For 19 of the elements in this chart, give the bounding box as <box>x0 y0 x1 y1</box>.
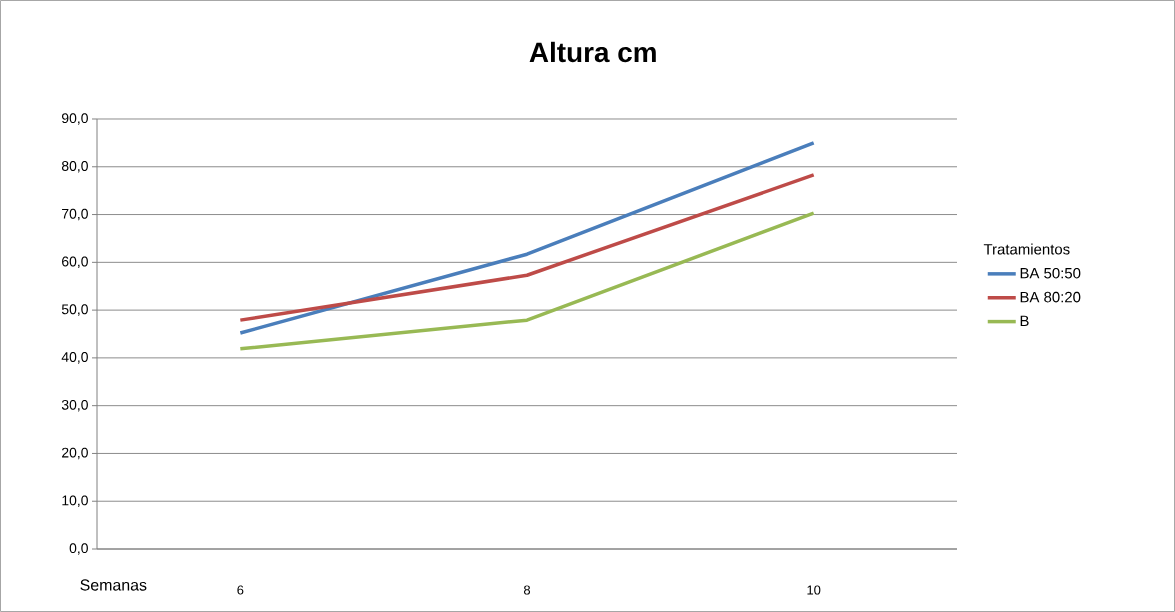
legend-label: BA 80:20 <box>1020 291 1081 303</box>
legend-label: BA 50:50 <box>1020 267 1081 279</box>
x-axis-title: Semanas <box>80 579 147 591</box>
y-tick-label: 80,0 <box>61 161 88 173</box>
y-tick-label: 70,0 <box>62 208 88 221</box>
legend-title: Tratamientos <box>983 243 1070 255</box>
x-tick-label: 10 <box>807 585 821 595</box>
y-tick-label: 20,0 <box>62 447 88 460</box>
x-tick-label: 6 <box>237 585 244 595</box>
legend-label: B <box>1020 315 1029 326</box>
y-tick-label: 60,0 <box>62 256 88 269</box>
y-tick-label: 30,0 <box>61 399 88 412</box>
x-tick-label: 8 <box>523 585 531 595</box>
y-tick-label: 90,0 <box>61 113 88 125</box>
y-tick-label: 50,0 <box>61 304 88 316</box>
y-tick-label: 10,0 <box>62 495 88 507</box>
y-tick-label: 40,0 <box>61 352 88 364</box>
y-tick-label: 0,0 <box>69 543 88 555</box>
chart-title: Altura cm <box>529 41 656 63</box>
